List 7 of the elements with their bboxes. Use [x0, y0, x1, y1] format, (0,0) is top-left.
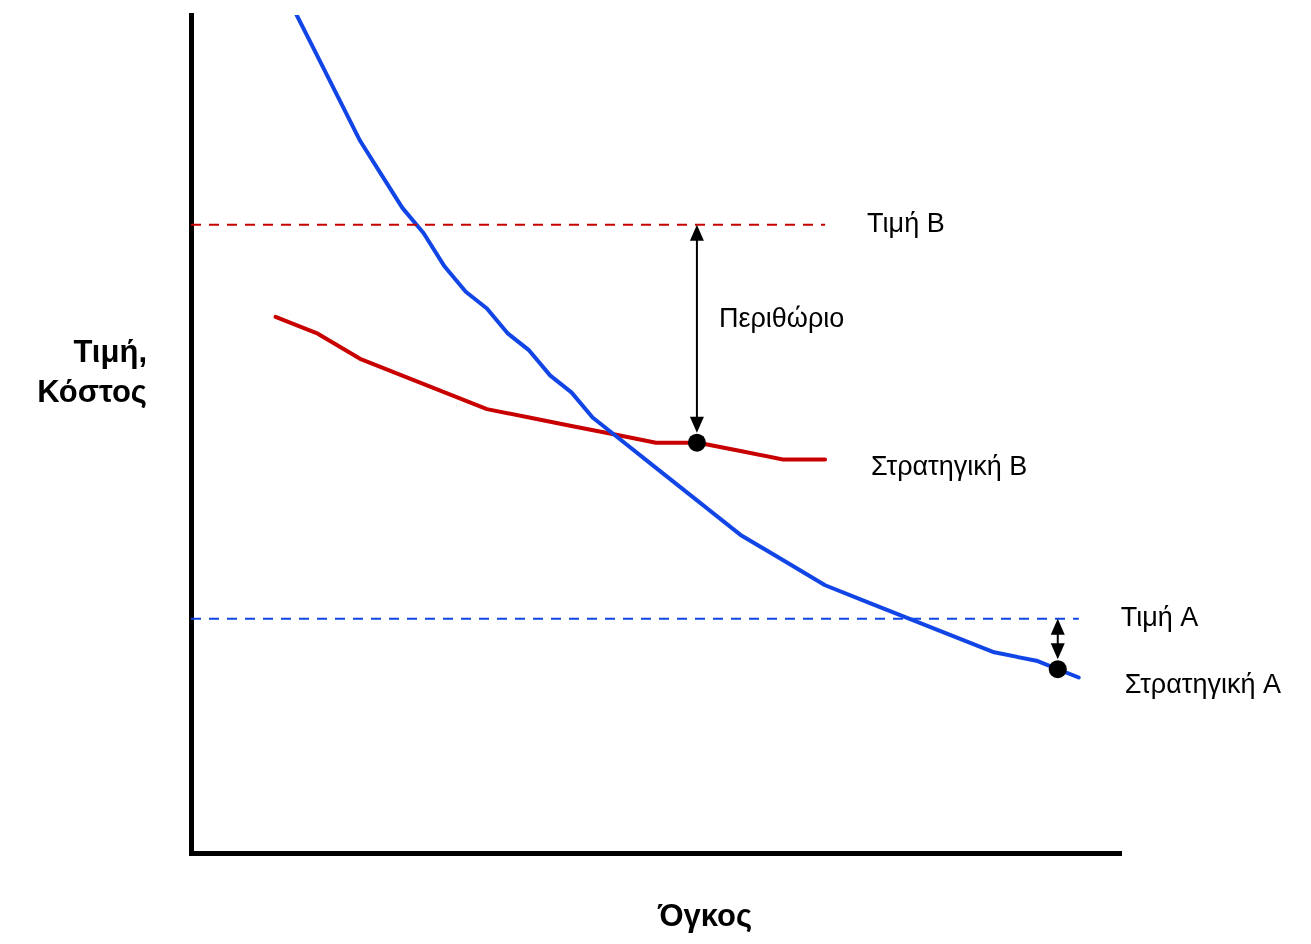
series-label: Στρατηγική A — [1124, 668, 1281, 699]
x-axis-title: Όγκος — [656, 898, 754, 934]
ref-line-label: Τιμή A — [1120, 602, 1199, 633]
ref-line-label: Τιμή B — [867, 208, 945, 239]
y-axis-title: Τιμή, Κόστος — [36, 333, 147, 411]
annotation: Περιθώριο — [718, 303, 845, 334]
series-label: Στρατηγική B — [871, 450, 1028, 481]
